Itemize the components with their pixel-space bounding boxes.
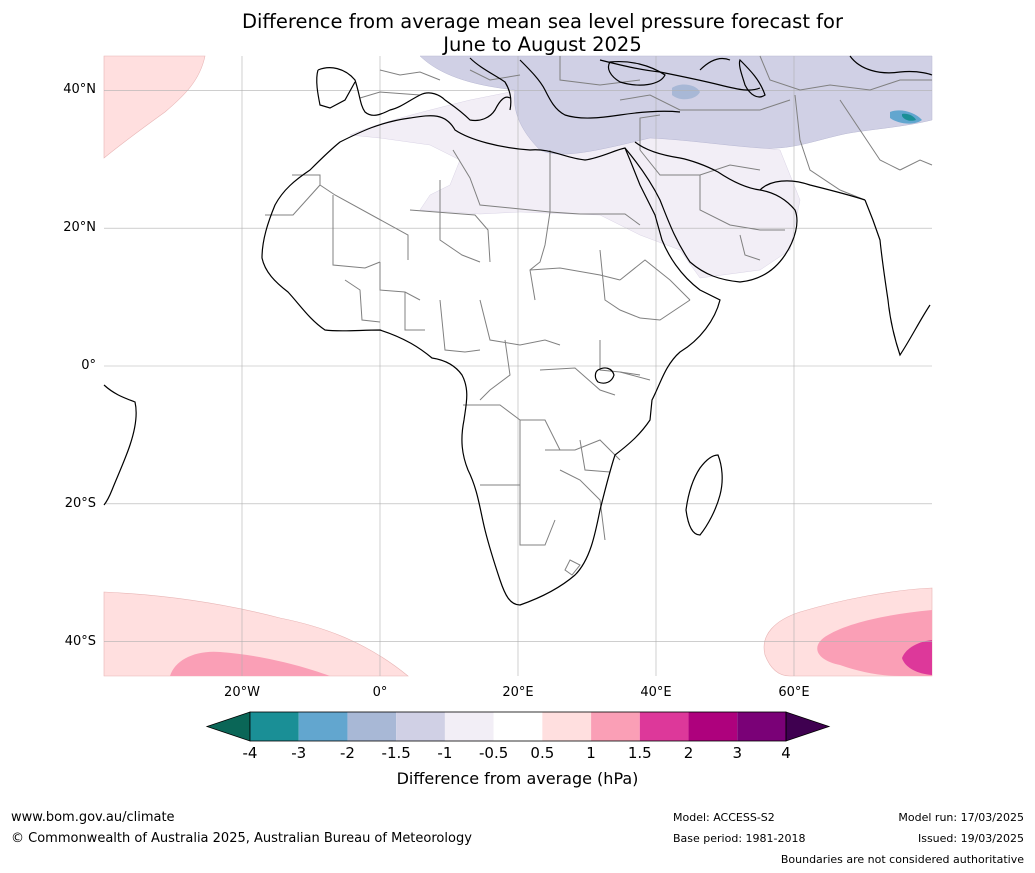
gridlines — [104, 56, 932, 676]
colorbar-swatch-10 — [737, 712, 786, 741]
anomaly-shading — [103, 55, 933, 677]
colorbar-swatch-8 — [639, 712, 689, 741]
arabia-coastline — [624, 141, 798, 283]
lat-label-40s: 40°S — [64, 634, 96, 649]
colorbar-label: Difference from average (hPa) — [396, 769, 639, 788]
colorbar-tick-8: 1.5 — [627, 744, 652, 762]
colorbar-tick-7: 1 — [586, 744, 596, 762]
colorbar-swatch-0 — [250, 712, 299, 741]
base-period-text: Base period: 1981-2018 — [673, 832, 806, 845]
colorbar-swatch-1 — [298, 712, 348, 741]
africa-coastline — [261, 115, 721, 606]
colorbar-tick-10: 3 — [732, 744, 743, 762]
colorbar-tick-4: -1 — [437, 744, 453, 762]
lon-label-40e: 40°E — [640, 685, 672, 700]
anomaly-area-himalaya-core — [902, 113, 916, 121]
colorbar-tick-0: -4 — [242, 744, 258, 762]
issued-text: Issued: 19/03/2025 — [917, 832, 1024, 845]
europe-coastline — [317, 57, 512, 122]
colorbar-tick-11: 4 — [781, 744, 791, 762]
anomaly-area-south-indian-core — [902, 640, 932, 675]
colorbar-swatch-9 — [688, 712, 738, 741]
anomaly-area-mediterranean — [419, 55, 933, 155]
title-line-1: Difference from average mean sea level p… — [242, 10, 843, 33]
colorbar-tick-1: -3 — [291, 744, 307, 762]
colorbar-tick-3: -1.5 — [381, 744, 411, 762]
colorbar-swatch-7 — [591, 712, 640, 741]
colorbar-tick-5: -0.5 — [478, 744, 509, 762]
colorbar-swatch-5 — [493, 712, 543, 741]
title-line-2: June to August 2025 — [443, 33, 642, 56]
lon-label-20w: 20°W — [224, 685, 260, 700]
colorbar — [205, 711, 831, 742]
map-title: Difference from average mean sea level p… — [0, 10, 1035, 56]
lat-label-40n: 40°N — [63, 82, 96, 97]
colorbar-tick-6: 0.5 — [530, 744, 555, 762]
colorbar-swatch-6 — [542, 712, 592, 741]
anomaly-area-south-atlantic-core — [170, 651, 330, 676]
country-borders — [265, 55, 933, 576]
colorbar-frame — [249, 711, 787, 742]
website-link[interactable]: www.bom.gov.au/climate — [11, 810, 175, 825]
lon-label-20e: 20°E — [502, 685, 534, 700]
anomaly-area-caspian — [672, 84, 700, 100]
anomaly-area-nw-atlantic — [103, 55, 206, 159]
model-text: Model: ACCESS-S2 — [673, 811, 775, 824]
colorbar-under-arrow — [205, 711, 251, 742]
colorbar-tick-2: -2 — [339, 744, 355, 762]
lon-label-0: 0° — [372, 685, 388, 700]
colorbar-tick-9: 2 — [683, 744, 694, 762]
madagascar-coastline — [685, 454, 723, 536]
lon-label-60e: 60°E — [778, 685, 810, 700]
model-run-text: Model run: 17/03/2025 — [898, 811, 1024, 824]
coastlines — [103, 55, 933, 606]
lat-label-0: 0° — [81, 358, 96, 373]
lat-label-20s: 20°S — [64, 496, 96, 511]
disclaimer-text: Boundaries are not considered authoritat… — [780, 853, 1024, 866]
south-america-coastline — [103, 384, 137, 506]
colorbar-swatch-4 — [444, 712, 494, 741]
colorbar-over-arrow — [785, 711, 831, 742]
anomaly-area-south-atlantic — [103, 591, 409, 677]
india-coastline — [864, 199, 931, 357]
colorbar-swatch-3 — [396, 712, 445, 741]
lat-label-20n: 20°N — [63, 220, 96, 235]
colorbar-swatch-2 — [347, 712, 397, 741]
copyright-text: © Commonwealth of Australia 2025, Austra… — [11, 831, 472, 846]
